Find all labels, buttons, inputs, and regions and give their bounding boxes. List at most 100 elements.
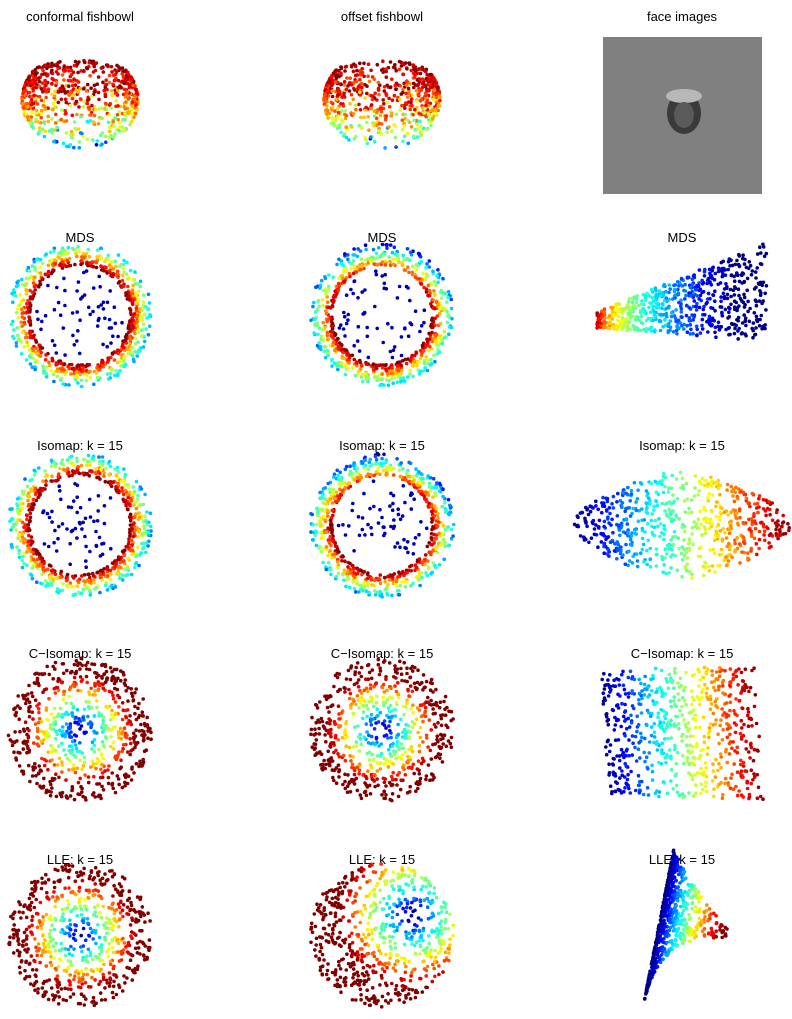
- point: [16, 751, 20, 755]
- point: [54, 113, 58, 117]
- point: [104, 480, 108, 484]
- point: [149, 525, 153, 529]
- point: [31, 349, 35, 353]
- point: [337, 345, 341, 349]
- point: [75, 495, 79, 499]
- point: [89, 765, 93, 769]
- point: [391, 381, 395, 385]
- point: [108, 81, 112, 85]
- point: [69, 581, 73, 585]
- point: [99, 264, 103, 268]
- point: [106, 574, 110, 578]
- point: [422, 369, 426, 373]
- point: [102, 744, 106, 748]
- point: [331, 276, 335, 280]
- point: [338, 326, 342, 330]
- point: [386, 101, 390, 105]
- point: [450, 307, 454, 311]
- point: [128, 298, 132, 302]
- point: [82, 256, 86, 260]
- point: [55, 286, 59, 290]
- point: [387, 125, 391, 129]
- point: [367, 376, 371, 380]
- point: [407, 271, 411, 275]
- point: [326, 334, 330, 338]
- point: [382, 102, 386, 106]
- point: [352, 549, 356, 553]
- point: [424, 706, 428, 710]
- point: [44, 107, 48, 111]
- point: [71, 575, 75, 579]
- point: [134, 95, 138, 99]
- point: [135, 507, 139, 511]
- point: [61, 725, 65, 729]
- point: [61, 458, 65, 462]
- point: [375, 470, 379, 474]
- point: [49, 794, 53, 798]
- point: [401, 254, 405, 258]
- point: [438, 563, 442, 567]
- point: [116, 118, 120, 122]
- point: [383, 580, 387, 584]
- point: [343, 334, 347, 338]
- point: [343, 268, 347, 272]
- point: [63, 732, 67, 736]
- point: [392, 526, 396, 530]
- point: [47, 545, 51, 549]
- point: [346, 318, 350, 322]
- point: [431, 337, 435, 341]
- point: [378, 255, 382, 259]
- point: [345, 88, 349, 92]
- point: [119, 727, 123, 731]
- point: [76, 245, 80, 249]
- point: [381, 341, 385, 345]
- point: [336, 499, 340, 503]
- point: [352, 112, 356, 116]
- point: [83, 61, 87, 65]
- point: [97, 794, 101, 798]
- point: [396, 380, 400, 384]
- point: [38, 126, 42, 130]
- point: [113, 116, 117, 120]
- point: [133, 332, 137, 336]
- point: [142, 739, 146, 743]
- point: [70, 585, 74, 589]
- point: [395, 457, 399, 461]
- point: [110, 65, 114, 69]
- point: [147, 293, 151, 297]
- point: [22, 298, 26, 302]
- point: [38, 80, 42, 84]
- point: [52, 380, 56, 384]
- point: [21, 315, 25, 319]
- point: [363, 467, 367, 471]
- point: [423, 559, 427, 563]
- point: [68, 563, 72, 567]
- point: [71, 748, 75, 752]
- point: [55, 70, 59, 74]
- point: [19, 293, 23, 297]
- point: [370, 463, 374, 467]
- point: [416, 263, 420, 267]
- point: [101, 740, 105, 744]
- point: [68, 542, 72, 546]
- point: [43, 469, 47, 473]
- point: [71, 247, 75, 251]
- point: [128, 337, 132, 341]
- point: [383, 273, 387, 277]
- point: [38, 265, 42, 269]
- point: [116, 774, 120, 778]
- point: [109, 368, 113, 372]
- point: [432, 526, 436, 530]
- point: [114, 680, 118, 684]
- point: [40, 720, 44, 724]
- point: [90, 722, 94, 726]
- point: [343, 80, 347, 84]
- point: [101, 81, 105, 85]
- point: [335, 98, 339, 102]
- point: [84, 545, 88, 549]
- point: [340, 343, 344, 347]
- point: [366, 115, 370, 119]
- point: [35, 310, 39, 314]
- point: [85, 102, 89, 106]
- point: [76, 465, 80, 469]
